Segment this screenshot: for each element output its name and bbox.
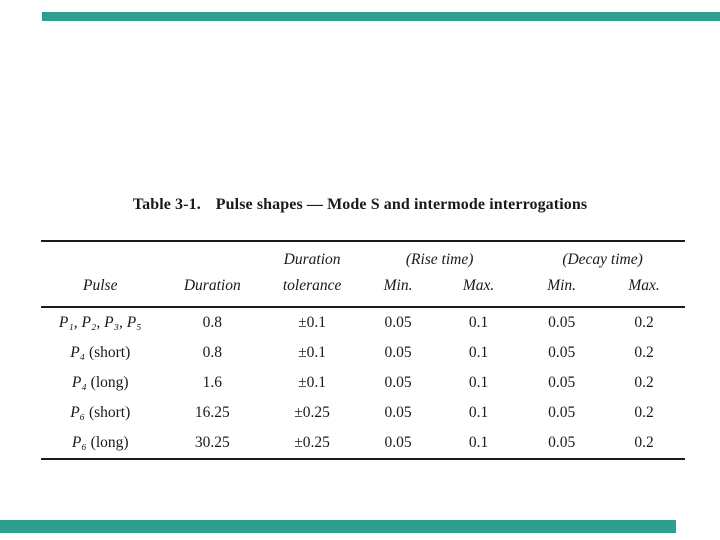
pulse-symbol: P₄	[71, 374, 87, 391]
tolerance-cell: ±0.25	[294, 434, 330, 451]
tolerance-cell: ±0.1	[298, 314, 327, 331]
decay-max-cell: 0.2	[634, 404, 654, 421]
decay-max-cell: 0.2	[634, 434, 654, 451]
table-row: P₆ (short) 16.25 ±0.25 0.05 0.1 0.05 0.2	[41, 398, 685, 428]
pulse-symbol: P₆	[70, 404, 86, 421]
header-tolerance-line1: Duration	[283, 251, 341, 268]
header-group-rise-time: (Rise time)	[405, 251, 474, 268]
header-spacer	[41, 241, 159, 270]
table-caption-title: Pulse shapes — Mode S and intermode inte…	[215, 196, 588, 213]
header-duration: Duration	[183, 277, 241, 294]
pulse-cell: P₄ (long)	[41, 368, 159, 398]
decay-min-cell: 0.05	[548, 374, 576, 391]
table-body: P₁, P₂, P₃, P₅ 0.8 ±0.1 0.05 0.1 0.05 0.…	[41, 307, 685, 459]
header-rise-max: Max.	[462, 277, 495, 294]
tolerance-cell: ±0.25	[294, 404, 330, 421]
table-caption-number: Table 3-1.	[132, 196, 201, 213]
rise-min-cell: 0.05	[384, 404, 412, 421]
tolerance-cell: ±0.1	[298, 344, 327, 361]
header-decay-max: Max.	[628, 277, 660, 294]
rise-max-cell: 0.1	[468, 374, 489, 391]
table-caption: Table 3-1. Pulse shapes — Mode S and inte…	[0, 196, 720, 214]
pulse-cell: P₁, P₂, P₃, P₅	[41, 307, 159, 338]
pulse-shapes-table-container: Duration (Rise time) (Decay time) Pulse …	[41, 240, 685, 460]
duration-cell: 16.25	[194, 404, 230, 421]
table-row: P₆ (long) 30.25 ±0.25 0.05 0.1 0.05 0.2	[41, 428, 685, 459]
rise-min-cell: 0.05	[384, 374, 412, 391]
rise-min-cell: 0.05	[384, 434, 412, 451]
pulse-note: (short)	[85, 344, 131, 361]
decay-min-cell: 0.05	[548, 434, 576, 451]
tolerance-cell: ±0.1	[298, 374, 327, 391]
bottom-accent-bar	[0, 520, 676, 533]
pulse-cell: P₄ (short)	[41, 338, 159, 368]
pulse-cell: P₆ (long)	[41, 428, 159, 459]
duration-cell: 0.8	[202, 344, 222, 361]
pulse-note: (long)	[86, 434, 129, 451]
header-tolerance-line2: tolerance	[282, 277, 342, 294]
header-group-row: Duration (Rise time) (Decay time)	[41, 241, 685, 270]
header-group-decay-time: (Decay time)	[562, 251, 643, 268]
header-row: Pulse Duration tolerance Min. Max. Min. …	[41, 270, 685, 307]
header-rise-min: Min.	[383, 277, 413, 294]
rise-max-cell: 0.1	[468, 404, 489, 421]
top-accent-bar	[42, 12, 720, 21]
duration-cell: 1.6	[202, 374, 222, 391]
rise-min-cell: 0.05	[384, 344, 412, 361]
decay-max-cell: 0.2	[634, 314, 654, 331]
duration-cell: 30.25	[194, 434, 230, 451]
rise-min-cell: 0.05	[384, 314, 412, 331]
pulse-symbol: P₄	[70, 344, 86, 361]
duration-cell: 0.8	[202, 314, 222, 331]
decay-min-cell: 0.05	[548, 314, 576, 331]
decay-min-cell: 0.05	[548, 404, 576, 421]
table-header: Duration (Rise time) (Decay time) Pulse …	[41, 241, 685, 307]
pulse-cell: P₆ (short)	[41, 398, 159, 428]
decay-max-cell: 0.2	[634, 344, 654, 361]
table-row: P₄ (short) 0.8 ±0.1 0.05 0.1 0.05 0.2	[41, 338, 685, 368]
rise-max-cell: 0.1	[468, 314, 489, 331]
pulse-note: (short)	[85, 404, 131, 421]
table-row: P₄ (long) 1.6 ±0.1 0.05 0.1 0.05 0.2	[41, 368, 685, 398]
pulse-shapes-table: Duration (Rise time) (Decay time) Pulse …	[41, 240, 685, 460]
header-pulse: Pulse	[83, 277, 118, 294]
table-row: P₁, P₂, P₃, P₅ 0.8 ±0.1 0.05 0.1 0.05 0.…	[41, 307, 685, 338]
pulse-symbol: P₆	[71, 434, 87, 451]
rise-max-cell: 0.1	[468, 344, 489, 361]
pulse-symbol: P₁, P₂, P₃, P₅	[58, 314, 142, 331]
header-spacer	[159, 241, 265, 270]
rise-max-cell: 0.1	[468, 434, 489, 451]
decay-max-cell: 0.2	[634, 374, 654, 391]
decay-min-cell: 0.05	[548, 344, 576, 361]
header-decay-min: Min.	[547, 277, 577, 294]
pulse-note: (long)	[86, 374, 129, 391]
